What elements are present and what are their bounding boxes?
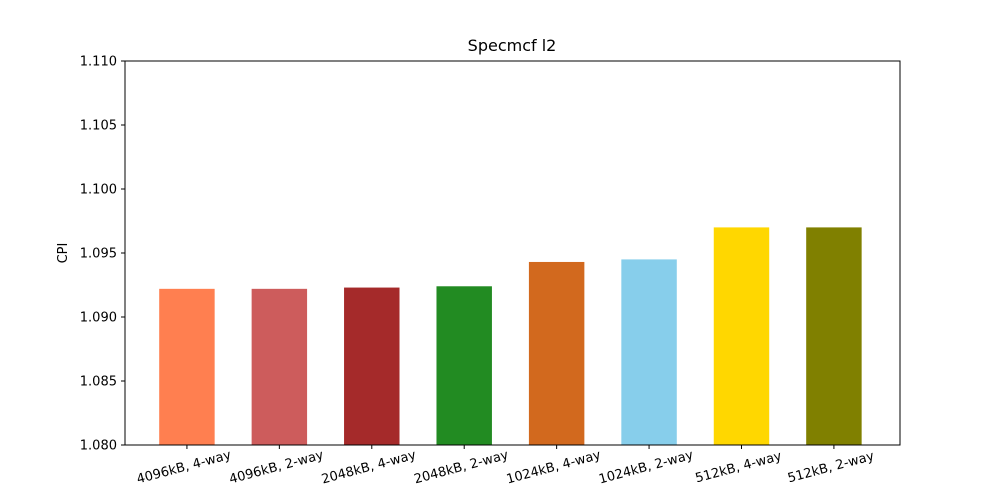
x-tick-label: 512kB, 4-way <box>694 449 784 487</box>
y-axis: 1.080 1.085 1.090 1.095 1.100 1.105 1.110 <box>80 55 125 454</box>
y-tick-label: 1.095 <box>80 247 117 262</box>
y-tick-label: 1.085 <box>80 375 117 390</box>
x-tick-label: 512kB, 2-way <box>786 449 876 487</box>
x-tick-label: 1024kB, 2-way <box>597 448 695 488</box>
y-axis-label: CPI <box>56 243 71 264</box>
x-tick-label: 2048kB, 2-way <box>412 448 510 488</box>
bar <box>251 288 308 445</box>
bar <box>528 261 585 445</box>
chart-title: Specmcf l2 <box>468 36 557 55</box>
x-tick-label: 4096kB, 2-way <box>228 448 326 488</box>
x-tick-label: 2048kB, 4-way <box>320 448 418 488</box>
y-tick-label: 1.105 <box>80 119 117 134</box>
y-tick-label: 1.080 <box>80 439 117 454</box>
bars-group <box>159 227 862 445</box>
y-tick-label: 1.090 <box>80 311 117 326</box>
bar <box>436 286 492 445</box>
y-tick-label: 1.100 <box>80 183 117 198</box>
y-tick-label: 1.110 <box>80 55 117 70</box>
bar <box>159 288 215 445</box>
x-tick-label: 1024kB, 4-way <box>505 448 603 488</box>
bar <box>713 227 770 445</box>
bar <box>806 227 862 445</box>
bar <box>621 259 677 445</box>
bar <box>344 287 400 445</box>
plot-frame <box>124 60 901 446</box>
x-tick-label: 4096kB, 4-way <box>135 448 233 488</box>
